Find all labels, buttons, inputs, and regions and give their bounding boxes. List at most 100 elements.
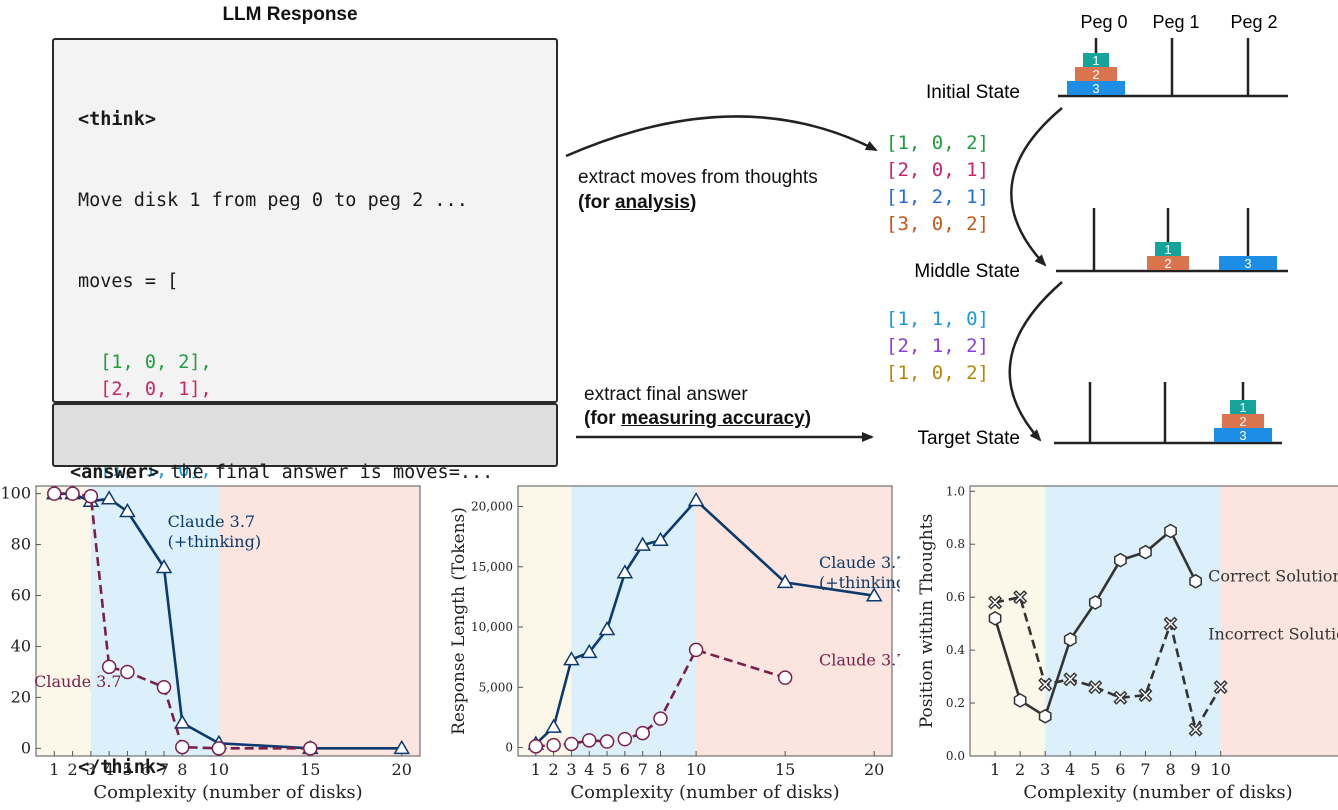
data-point <box>1164 523 1177 539</box>
complexity-region <box>571 486 697 756</box>
series-1 <box>988 590 1228 737</box>
series-line <box>994 595 1222 733</box>
x-tick-label: 1 <box>49 760 59 779</box>
x-tick-label: 15 <box>775 760 795 779</box>
x-tick-label: 6 <box>141 760 151 779</box>
data-point <box>1088 595 1102 610</box>
hanoi-state-1: 21 3 <box>1056 208 1288 273</box>
extracted-moves-top: [1, 0, 2] [2, 0, 1] [1, 2, 1] [3, 0, 2] <box>886 130 989 238</box>
data-point <box>1038 677 1053 692</box>
x-tick-label: 6 <box>620 760 630 779</box>
x-tick-label: 2 <box>1015 760 1025 779</box>
x-tick-label: 8 <box>1165 760 1175 779</box>
x-tick-label: 4 <box>104 760 114 779</box>
peg-2-label: Peg 2 <box>1230 12 1277 32</box>
x-tick-label: 9 <box>1191 760 1201 779</box>
data-point <box>581 733 597 748</box>
x-axis-label: Complexity (number of disks) <box>570 782 839 803</box>
x-tick-label: 10 <box>686 760 706 779</box>
data-point <box>1038 708 1052 724</box>
complexity-region <box>970 486 1046 756</box>
x-tick-label: 3 <box>1040 760 1050 779</box>
middle-state-label: Middle State <box>914 261 1020 282</box>
series-label: (+thinking) <box>819 573 900 592</box>
y-tick-label: 1.0 <box>946 484 965 498</box>
x-tick-label: 7 <box>638 760 648 779</box>
x-tick-label: 8 <box>177 760 187 779</box>
extracted-move: [1, 1, 0] <box>886 308 989 330</box>
x-tick-label: 3 <box>566 760 576 779</box>
data-point <box>546 737 561 753</box>
x-tick-label: 4 <box>584 760 594 779</box>
data-point <box>563 651 580 666</box>
x-tick-label: 6 <box>1115 760 1125 779</box>
x-tick-label: 1 <box>990 760 1000 779</box>
disk-label: 1 <box>1092 53 1099 68</box>
data-point <box>1063 632 1077 647</box>
data-point <box>119 502 136 518</box>
peg-1-label: Peg 1 <box>1152 12 1199 32</box>
disk-2 <box>1075 67 1117 81</box>
disk-1 <box>1230 400 1256 414</box>
data-point <box>777 670 793 685</box>
series-1 <box>528 642 793 754</box>
data-point <box>988 610 1002 626</box>
extracted-move: [1, 2, 1] <box>886 186 989 208</box>
data-point <box>653 711 668 726</box>
y-tick-label: 60 <box>11 586 31 605</box>
series-0 <box>988 523 1202 724</box>
data-point <box>1113 690 1128 705</box>
disk-label: 3 <box>1239 428 1246 443</box>
data-point <box>155 559 173 574</box>
series-label: Claude 3.7 <box>819 651 900 670</box>
data-point <box>65 486 80 501</box>
y-tick-label: 0.4 <box>946 643 965 657</box>
x-tick-label: 7 <box>159 760 169 779</box>
disk-label: 1 <box>1239 400 1246 415</box>
accuracy-chart: 0 20 40 60 80 100 1 2 3 4 5 6 7 8 10 15 20 Complexity (nu… <box>0 484 421 803</box>
think-box <box>52 38 558 403</box>
data-point <box>1088 680 1103 695</box>
x-tick-label: 15 <box>300 760 320 779</box>
x-tick-label: 20 <box>864 760 884 779</box>
extract-final-label: extract final answer <box>584 384 748 405</box>
data-point <box>528 739 544 754</box>
extracted-move: [1, 0, 2] <box>886 132 989 154</box>
disk-label: 3 <box>1092 81 1099 96</box>
for-accuracy-label: (for measuring accuracy) <box>584 408 812 429</box>
y-tick-label: 0 <box>21 738 31 757</box>
hanoi-state-2: 321 <box>1054 382 1282 445</box>
data-point <box>1013 693 1027 708</box>
y-tick-label: 0 <box>505 741 513 755</box>
y-tick-label: 100 <box>0 484 31 503</box>
y-axis-label: Position within Thoughts <box>917 514 937 728</box>
x-tick-label: 2 <box>549 760 559 779</box>
target-state-label: Target State <box>918 428 1020 449</box>
disk-label: 3 <box>1244 256 1251 271</box>
y-tick-label: 80 <box>11 535 31 554</box>
data-point <box>1013 590 1028 605</box>
x-tick-label: 10 <box>209 760 229 779</box>
hanoi-state-0: 321 <box>1058 38 1288 98</box>
y-tick-label: 0.6 <box>946 590 965 604</box>
complexity-region <box>90 486 219 756</box>
initial-to-middle-arrow <box>1010 107 1063 267</box>
think-close-tag: </think> <box>78 757 168 778</box>
x-tick-label: 5 <box>602 760 612 779</box>
peg-0-label: Peg 0 <box>1080 12 1127 32</box>
y-tick-label: 20 <box>11 687 31 706</box>
y-tick-label: 40 <box>11 636 31 655</box>
data-point <box>599 734 615 749</box>
data-point <box>598 620 616 636</box>
data-point <box>1163 616 1178 631</box>
extract-moves-label: extract moves from thoughts <box>578 167 818 188</box>
plot-frame <box>517 485 893 757</box>
data-point <box>865 587 883 602</box>
position-chart: 0.0 0.2 0.4 0.6 0.8 1.0 1 2 3 4 5 6 7 8 9 10 Complexity … <box>917 484 1338 803</box>
move-line: Move disk 1 from peg 0 to peg 2 ... <box>78 190 468 211</box>
answer-box <box>52 403 558 467</box>
data-point <box>1138 688 1153 703</box>
data-point <box>616 564 634 579</box>
x-tick-label: 2 <box>67 760 77 779</box>
data-point <box>1189 573 1202 589</box>
